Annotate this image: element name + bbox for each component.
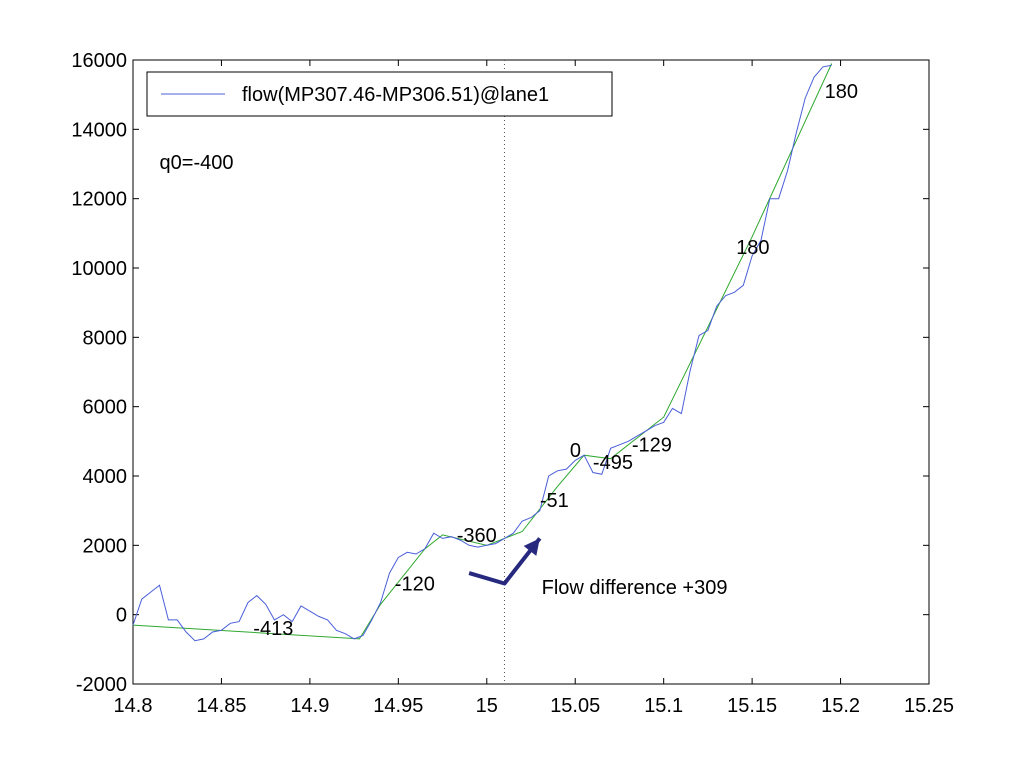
x-tick-label: 15.05 bbox=[550, 695, 600, 717]
x-tick-label: 15.25 bbox=[904, 695, 954, 717]
y-tick-label: 12000 bbox=[71, 189, 127, 211]
annotation-label: -360 bbox=[457, 525, 497, 547]
annotation-label: Flow difference +309 bbox=[542, 577, 728, 599]
x-tick-label: 14.8 bbox=[114, 695, 153, 717]
x-tick-label: 14.95 bbox=[373, 695, 423, 717]
annotation-label: -51 bbox=[540, 490, 569, 512]
annotation-label: 0 bbox=[570, 440, 581, 462]
x-tick-label: 15.15 bbox=[727, 695, 777, 717]
x-tick-label: 15.1 bbox=[644, 695, 683, 717]
x-tick-label: 14.9 bbox=[290, 695, 329, 717]
y-tick-label: 6000 bbox=[83, 397, 128, 419]
y-tick-label: 16000 bbox=[71, 50, 127, 72]
y-tick-label: 14000 bbox=[71, 119, 127, 141]
x-tick-label: 15 bbox=[476, 695, 498, 717]
annotation-label: 180 bbox=[736, 237, 769, 259]
y-tick-label: 0 bbox=[116, 605, 127, 627]
y-tick-label: 10000 bbox=[71, 258, 127, 280]
y-tick-label: 2000 bbox=[83, 535, 128, 557]
y-tick-label: 4000 bbox=[83, 466, 128, 488]
annotation-label: -413 bbox=[253, 618, 293, 640]
y-tick-label: -2000 bbox=[76, 674, 127, 696]
arrow-shaft bbox=[468, 537, 542, 586]
series-line-flow bbox=[132, 64, 832, 642]
annotation-label: -495 bbox=[593, 452, 633, 474]
annotation-label: q0=-400 bbox=[160, 152, 234, 174]
series-line-fit bbox=[132, 63, 833, 640]
plot-frame bbox=[132, 59, 930, 685]
x-tick-label: 15.2 bbox=[821, 695, 860, 717]
x-tick-label: 14.85 bbox=[196, 695, 246, 717]
annotation-label: -129 bbox=[632, 435, 672, 457]
legend-label: flow(MP307.46-MP306.51)@lane1 bbox=[242, 84, 549, 106]
y-tick-label: 8000 bbox=[83, 327, 128, 349]
arrow-head bbox=[523, 538, 540, 556]
annotation-label: -120 bbox=[395, 573, 435, 595]
annotation-label: 180 bbox=[825, 81, 858, 103]
